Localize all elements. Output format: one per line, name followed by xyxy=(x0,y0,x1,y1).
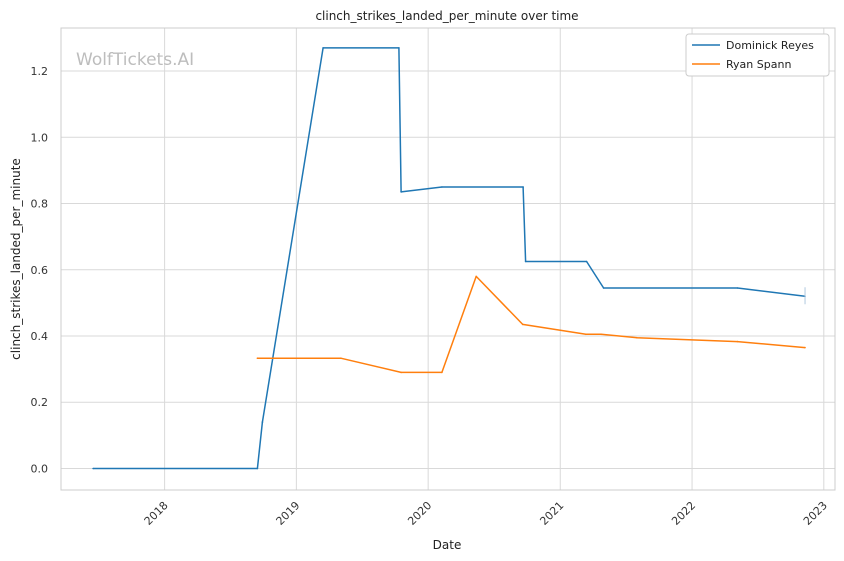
x-tick-label: 2022 xyxy=(669,499,698,528)
legend: Dominick Reyes Ryan Spann xyxy=(685,33,830,77)
data-point-dominick-reyes xyxy=(736,287,739,289)
data-point-dominick-reyes xyxy=(398,47,400,49)
data-point-dominick-reyes xyxy=(92,467,94,470)
x-tick-labels: 2018 2019 2020 2021 2022 2023 xyxy=(142,499,830,528)
y-tick-label: 0.6 xyxy=(31,264,49,277)
watermark: WolfTickets.AI xyxy=(76,50,194,70)
grid xyxy=(61,28,835,490)
series-line-ryan-spann xyxy=(257,275,806,374)
data-point-ryan-spann xyxy=(340,357,342,360)
data-point-ryan-spann xyxy=(441,371,443,374)
y-tick-label: 1.2 xyxy=(31,65,49,78)
data-point-ryan-spann xyxy=(804,346,806,349)
data-point-dominick-reyes xyxy=(602,287,605,289)
data-point-dominick-reyes xyxy=(585,260,588,263)
data-point-dominick-reyes xyxy=(256,467,259,470)
plot-area-frame xyxy=(60,27,836,491)
y-tick-labels: 0.0 0.2 0.4 0.6 0.8 1.0 1.2 xyxy=(31,65,49,475)
chart-title: clinch_strikes_landed_per_minute over ti… xyxy=(315,9,578,23)
data-point-ryan-spann xyxy=(256,357,259,360)
data-point-dominick-reyes xyxy=(400,191,402,193)
y-tick-label: 0.2 xyxy=(31,396,49,409)
series-line-dominick-reyes xyxy=(93,47,806,470)
y-tick-label: 0.0 xyxy=(31,462,49,475)
x-tick-label: 2018 xyxy=(142,499,171,528)
data-point-ryan-spann xyxy=(736,340,739,343)
x-tick-label: 2019 xyxy=(274,499,303,528)
data-point-ryan-spann xyxy=(400,371,402,374)
legend-label-ryan-spann: Ryan Spann xyxy=(726,58,791,71)
data-point-ryan-spann xyxy=(475,275,478,278)
x-tick-label: 2023 xyxy=(801,499,830,528)
legend-label-dominick-reyes: Dominick Reyes xyxy=(726,39,814,52)
data-point-dominick-reyes xyxy=(322,47,324,49)
y-tick-label: 0.8 xyxy=(31,198,49,211)
series-layer xyxy=(92,47,806,470)
data-point-ryan-spann xyxy=(600,333,602,336)
data-point-dominick-reyes xyxy=(522,186,524,188)
y-tick-label: 0.4 xyxy=(31,330,49,343)
data-point-ryan-spann xyxy=(636,336,638,339)
legend-box xyxy=(685,33,830,77)
x-axis-label: Date xyxy=(433,538,462,552)
x-tick-label: 2020 xyxy=(405,499,434,528)
data-point-dominick-reyes xyxy=(261,421,264,423)
x-tick-label: 2021 xyxy=(537,499,566,528)
y-axis-label: clinch_strikes_landed_per_minute xyxy=(9,158,23,360)
data-point-dominick-reyes xyxy=(524,260,527,263)
y-tick-label: 1.0 xyxy=(31,131,49,144)
data-point-ryan-spann xyxy=(521,323,524,326)
data-point-ryan-spann xyxy=(585,333,587,336)
data-point-dominick-reyes xyxy=(441,186,443,188)
